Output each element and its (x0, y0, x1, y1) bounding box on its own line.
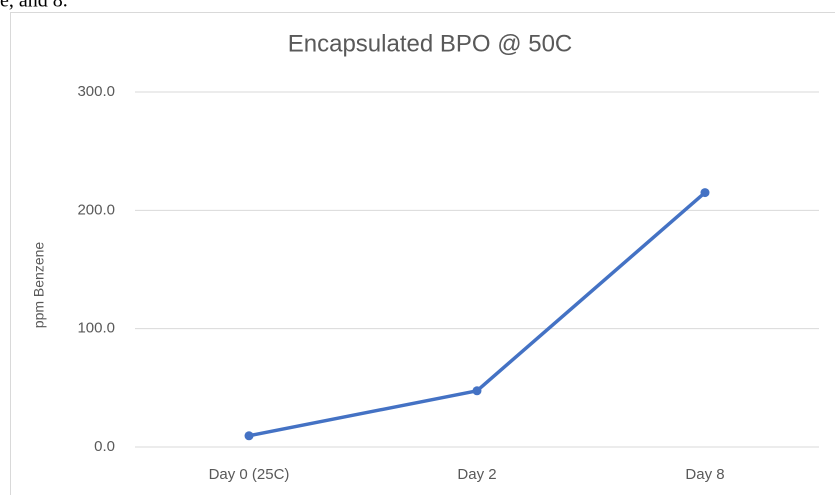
y-tick-label: 100.0 (77, 320, 115, 337)
data-point (700, 188, 710, 198)
x-tick-label: Day 0 (25C) (209, 466, 290, 483)
y-tick-label: 200.0 (77, 201, 115, 218)
y-axis-label: ppm Benzene (31, 242, 47, 329)
data-point (244, 431, 254, 441)
chart-frame (10, 12, 835, 495)
data-point (472, 386, 482, 396)
x-tick-label: Day 8 (685, 466, 724, 483)
y-tick-label: 300.0 (77, 83, 115, 100)
chart-title: Encapsulated BPO @ 50C (288, 30, 573, 57)
document-text-fragment: e, and 8. (0, 0, 68, 12)
x-tick-label: Day 2 (457, 466, 496, 483)
y-tick-label: 0.0 (94, 438, 115, 455)
